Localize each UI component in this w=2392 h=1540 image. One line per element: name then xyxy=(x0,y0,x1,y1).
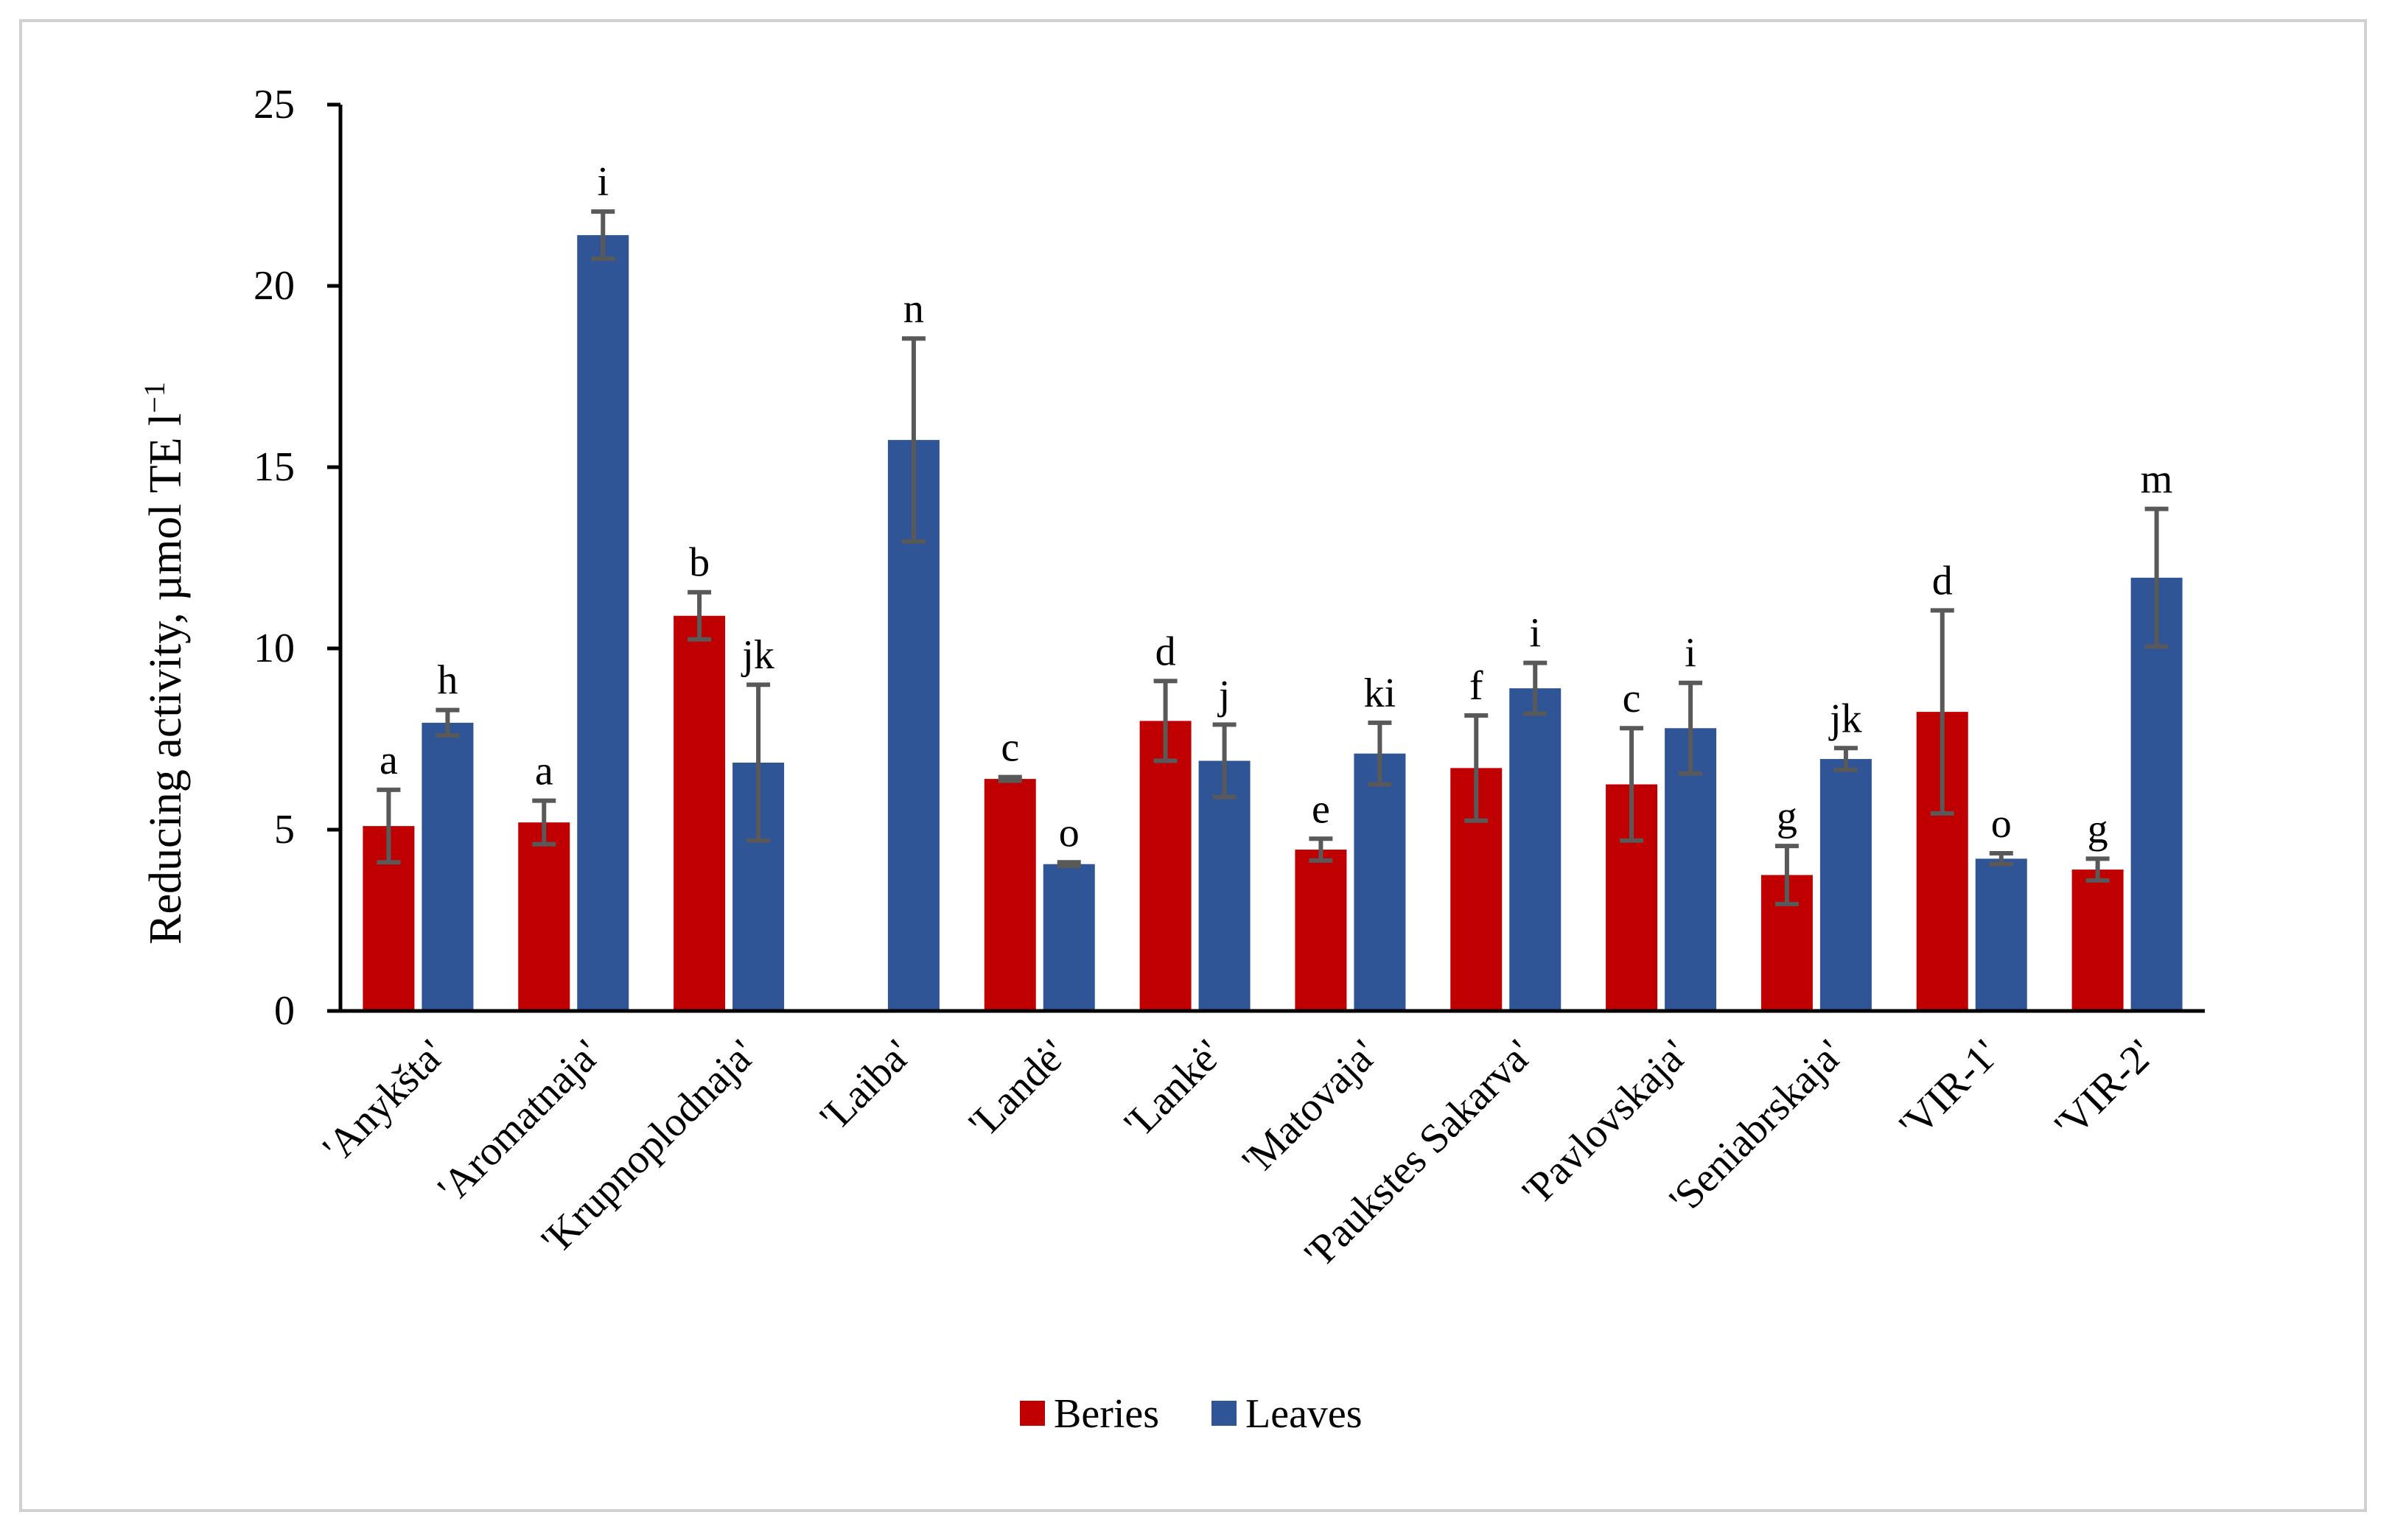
significance-label-leaves-9: jk xyxy=(1828,696,1862,741)
bar-leaves-10 xyxy=(1975,858,2027,1011)
bar-beries-1 xyxy=(518,822,570,1011)
significance-label-leaves-1: i xyxy=(597,159,609,205)
category-label-6: 'Matovaja' xyxy=(1234,1031,1387,1184)
category-label-11: 'VIR-2' xyxy=(2046,1031,2163,1148)
error-bar-beries-10 xyxy=(1930,608,1954,816)
error-bar-beries-8 xyxy=(1620,726,1644,843)
error-bar-leaves-1 xyxy=(591,209,615,262)
bar-leaves-1 xyxy=(577,235,629,1011)
error-bar-beries-2 xyxy=(688,589,712,642)
error-bar-beries-5 xyxy=(1153,679,1178,763)
significance-label-beries-8: c xyxy=(1623,676,1641,721)
error-bar-leaves-0 xyxy=(436,707,460,738)
legend-item-leaves: Leaves xyxy=(1211,1391,1363,1437)
significance-label-leaves-7: i xyxy=(1529,611,1541,657)
bar-leaves-11 xyxy=(2130,578,2183,1011)
error-bar-beries-1 xyxy=(532,798,556,847)
significance-label-leaves-4: o xyxy=(1059,810,1080,855)
bar-leaves-9 xyxy=(1819,759,1872,1011)
legend: Beries Leaves xyxy=(1020,1391,1363,1437)
error-bar-leaves-2 xyxy=(746,682,771,843)
bar-leaves-5 xyxy=(1198,760,1251,1011)
bar-leaves-4 xyxy=(1043,864,1095,1011)
error-bar-beries-0 xyxy=(377,787,401,865)
bar-beries-4 xyxy=(984,779,1036,1011)
significance-label-leaves-10: o xyxy=(1991,801,2012,847)
legend-swatch-beries xyxy=(1020,1401,1045,1426)
error-bar-beries-6 xyxy=(1309,836,1333,863)
error-bar-leaves-9 xyxy=(1833,746,1858,772)
axes-layer: 0 5 10 15 20 25 xyxy=(253,82,2205,1034)
significance-label-leaves-6: ki xyxy=(1364,671,1396,716)
legend-label-leaves: Leaves xyxy=(1245,1391,1363,1437)
significance-label-beries-10: d xyxy=(1932,558,1953,603)
legend-item-beries: Beries xyxy=(1020,1391,1159,1437)
y-axis-title: Reducing activity, µmol TE l−1 xyxy=(138,382,191,945)
significance-label-beries-7: f xyxy=(1469,663,1483,709)
y-axis-title-text: Reducing activity, µmol TE l xyxy=(141,413,191,945)
error-bar-beries-7 xyxy=(1464,713,1489,823)
bar-leaves-6 xyxy=(1354,753,1406,1011)
category-label-10: 'VIR-1' xyxy=(1891,1031,2008,1148)
significance-label-beries-6: e xyxy=(1312,786,1330,832)
y-tick-label-2: 10 xyxy=(253,626,295,671)
y-tick-label-3: 15 xyxy=(253,444,295,490)
significance-label-leaves-2: jk xyxy=(741,632,774,678)
error-bar-leaves-6 xyxy=(1368,720,1392,787)
significance-label-leaves-5: j xyxy=(1217,672,1231,718)
bar-leaves-7 xyxy=(1509,688,1562,1011)
error-bar-beries-4 xyxy=(998,774,1022,783)
category-label-5: 'Lankė' xyxy=(1116,1031,1231,1147)
category-label-4: 'Landė' xyxy=(960,1031,1076,1147)
error-bar-leaves-11 xyxy=(2144,506,2169,649)
error-bar-leaves-10 xyxy=(1989,850,2013,867)
significance-label-beries-11: g xyxy=(2088,806,2108,852)
legend-swatch-leaves xyxy=(1211,1401,1237,1426)
category-label-3: 'Laiba' xyxy=(811,1031,920,1140)
significance-label-leaves-11: m xyxy=(2141,457,2173,503)
significance-label-beries-9: g xyxy=(1777,794,1797,839)
error-bar-beries-9 xyxy=(1774,844,1799,906)
significance-label-beries-2: b xyxy=(689,540,710,586)
significance-label-leaves-3: n xyxy=(903,286,924,332)
error-bar-leaves-3 xyxy=(901,336,926,544)
bar-beries-2 xyxy=(674,615,726,1011)
y-axis-label: Reducing activity, µmol TE l−1 xyxy=(138,382,191,945)
error-bars-layer xyxy=(377,209,2169,906)
significance-label-leaves-8: i xyxy=(1685,631,1696,676)
significance-label-beries-1: a xyxy=(535,749,553,794)
error-bar-leaves-8 xyxy=(1679,680,1703,776)
y-tick-label-0: 0 xyxy=(274,988,295,1034)
bar-beries-11 xyxy=(2071,869,2124,1011)
y-tick-label-5: 25 xyxy=(253,82,295,127)
y-axis-title-superscript: −1 xyxy=(138,382,171,413)
significance-label-beries-0: a xyxy=(380,738,398,783)
bars-layer xyxy=(363,235,2183,1011)
category-labels-layer: 'Anykšta''Aromatnaja''Krupnoplodnaja' 'La… xyxy=(315,1031,2164,1277)
significance-label-beries-4: c xyxy=(1001,725,1019,771)
error-bar-beries-11 xyxy=(2085,856,2110,883)
bar-beries-6 xyxy=(1295,850,1347,1011)
error-bar-leaves-5 xyxy=(1212,722,1237,799)
bar-leaves-0 xyxy=(422,722,474,1011)
error-bar-leaves-4 xyxy=(1057,860,1081,869)
category-label-0: 'Anykšta' xyxy=(315,1031,455,1171)
significance-label-beries-5: d xyxy=(1155,629,1176,674)
bar-beries-5 xyxy=(1139,721,1192,1011)
error-bar-leaves-7 xyxy=(1523,660,1548,716)
y-tick-label-4: 20 xyxy=(253,263,295,309)
legend-label-beries: Beries xyxy=(1054,1391,1159,1437)
y-tick-label-1: 5 xyxy=(274,807,295,853)
significance-label-leaves-0: h xyxy=(437,658,458,704)
figure-frame xyxy=(19,19,2367,1512)
